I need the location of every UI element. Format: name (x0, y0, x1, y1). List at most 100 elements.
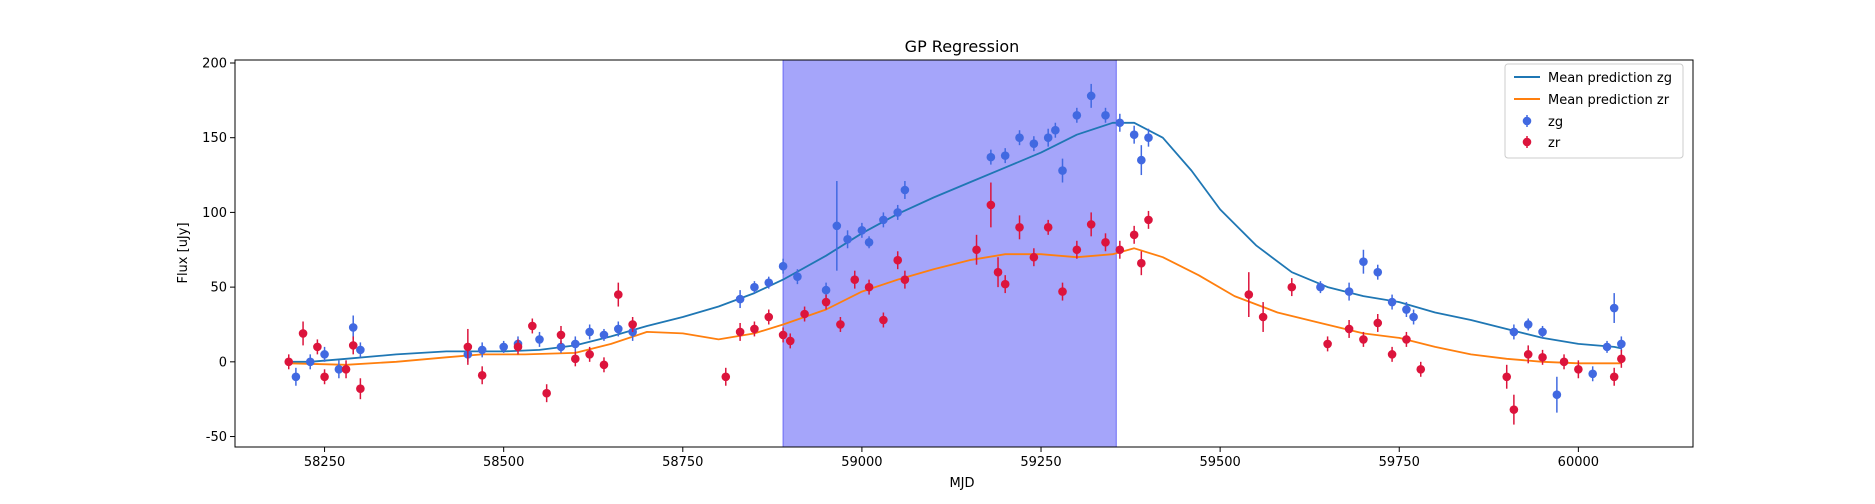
y-axis-label: Flux [uJy] (176, 222, 191, 283)
legend-label-zg: zg (1548, 115, 1563, 130)
data-point-zr (764, 312, 774, 322)
data-point-zr (900, 275, 910, 284)
data-point-zr (1574, 365, 1583, 374)
data-point-zg (628, 327, 637, 337)
data-point-zr (1344, 324, 1354, 334)
legend-label-zr: zr (1548, 136, 1561, 151)
data-point-zg (614, 324, 623, 334)
data-point-zr (1402, 335, 1411, 344)
data-point-zg (599, 330, 609, 340)
data-point-zg (348, 323, 358, 332)
y-tick-label: 100 (202, 206, 227, 221)
data-point-zr (800, 309, 809, 319)
data-point-zr (1137, 258, 1146, 268)
data-point-zg (1373, 267, 1383, 277)
data-point-zg (1387, 297, 1397, 307)
data-point-zr (1559, 357, 1569, 367)
data-point-zg (793, 272, 802, 281)
x-tick-label: 59250 (1020, 455, 1061, 470)
data-point-zr (993, 267, 1003, 277)
data-point-zr (1617, 354, 1626, 364)
data-point-zr (1086, 220, 1096, 229)
data-point-zr (1000, 279, 1010, 289)
data-point-zg (893, 208, 903, 217)
data-point-zg (356, 345, 365, 355)
data-point-zg (1523, 320, 1533, 329)
data-point-zg (750, 282, 759, 292)
data-point-zg (1086, 91, 1096, 101)
x-axis-label: MJD (949, 476, 974, 491)
data-point-zg (1015, 133, 1024, 142)
data-point-zr (1416, 365, 1426, 374)
data-point-zg (1129, 130, 1139, 140)
data-point-zg (334, 365, 344, 374)
data-point-zr (341, 365, 351, 374)
data-point-zr (850, 275, 860, 284)
highlight-span (782, 59, 1117, 448)
x-tick-label: 58500 (483, 455, 524, 470)
data-point-zr (1115, 245, 1125, 255)
data-point-zr (542, 388, 551, 398)
data-point-zg (764, 278, 774, 287)
data-point-zr (1101, 237, 1110, 247)
data-point-zr (821, 297, 831, 307)
data-point-zg (1051, 125, 1060, 135)
chart-title: GP Regression (905, 37, 1020, 56)
data-point-zg (821, 285, 831, 295)
data-point-zg (1409, 312, 1418, 322)
data-point-zg (320, 350, 329, 359)
y-tick-label: -50 (206, 430, 227, 445)
data-point-zr (879, 315, 888, 325)
data-point-zr (1538, 353, 1547, 362)
data-point-zg (556, 342, 566, 352)
data-point-zg (305, 357, 315, 367)
data-point-zr (1244, 290, 1254, 299)
data-point-zg (832, 221, 842, 231)
data-point-zg (1029, 139, 1039, 148)
data-point-zr (1129, 230, 1139, 240)
data-point-zg (1000, 151, 1010, 160)
data-point-zg (1101, 110, 1110, 120)
data-point-zg (864, 237, 874, 247)
data-point-zg (857, 226, 867, 235)
legend-label-zr-line: Mean prediction zr (1548, 93, 1670, 108)
data-point-zg (1588, 369, 1597, 379)
data-point-zr (571, 354, 580, 364)
data-point-zg (585, 327, 594, 337)
data-point-zg (843, 235, 852, 244)
data-point-zr (585, 350, 594, 359)
data-point-zg (900, 185, 910, 195)
data-point-zr (1072, 245, 1082, 255)
plot-area: 58250 58500 58750 59000 59250 59500 59750 60000… (202, 56, 1694, 470)
x-tick-label: 58750 (662, 455, 703, 470)
data-point-zr (1029, 252, 1039, 262)
data-point-zr (864, 282, 874, 292)
data-point-zg (778, 261, 788, 271)
data-point-zg (571, 339, 580, 349)
data-point-zr (298, 329, 308, 338)
axes-frame (234, 59, 1694, 448)
data-point-zr (1359, 335, 1368, 344)
data-point-zr (614, 290, 623, 299)
data-point-zg (1402, 305, 1411, 314)
data-point-zg (1058, 166, 1067, 175)
data-point-zr (1043, 223, 1053, 232)
data-point-zr (513, 342, 523, 352)
data-point-zg (1316, 282, 1325, 292)
data-point-zg (1602, 342, 1612, 352)
data-point-zr (1387, 350, 1397, 359)
data-point-zr (721, 372, 731, 382)
data-point-zg (1344, 287, 1354, 296)
data-point-zr (778, 330, 788, 340)
data-point-zr (1258, 312, 1268, 322)
data-point-zr (356, 384, 365, 394)
y-tick-label: 50 (210, 281, 227, 296)
y-tick-label: 0 (219, 355, 227, 370)
data-point-zr (463, 342, 473, 352)
data-point-zr (477, 370, 487, 380)
data-point-zr (1015, 223, 1024, 232)
data-point-zg (1552, 390, 1562, 400)
data-point-zr (628, 320, 637, 329)
